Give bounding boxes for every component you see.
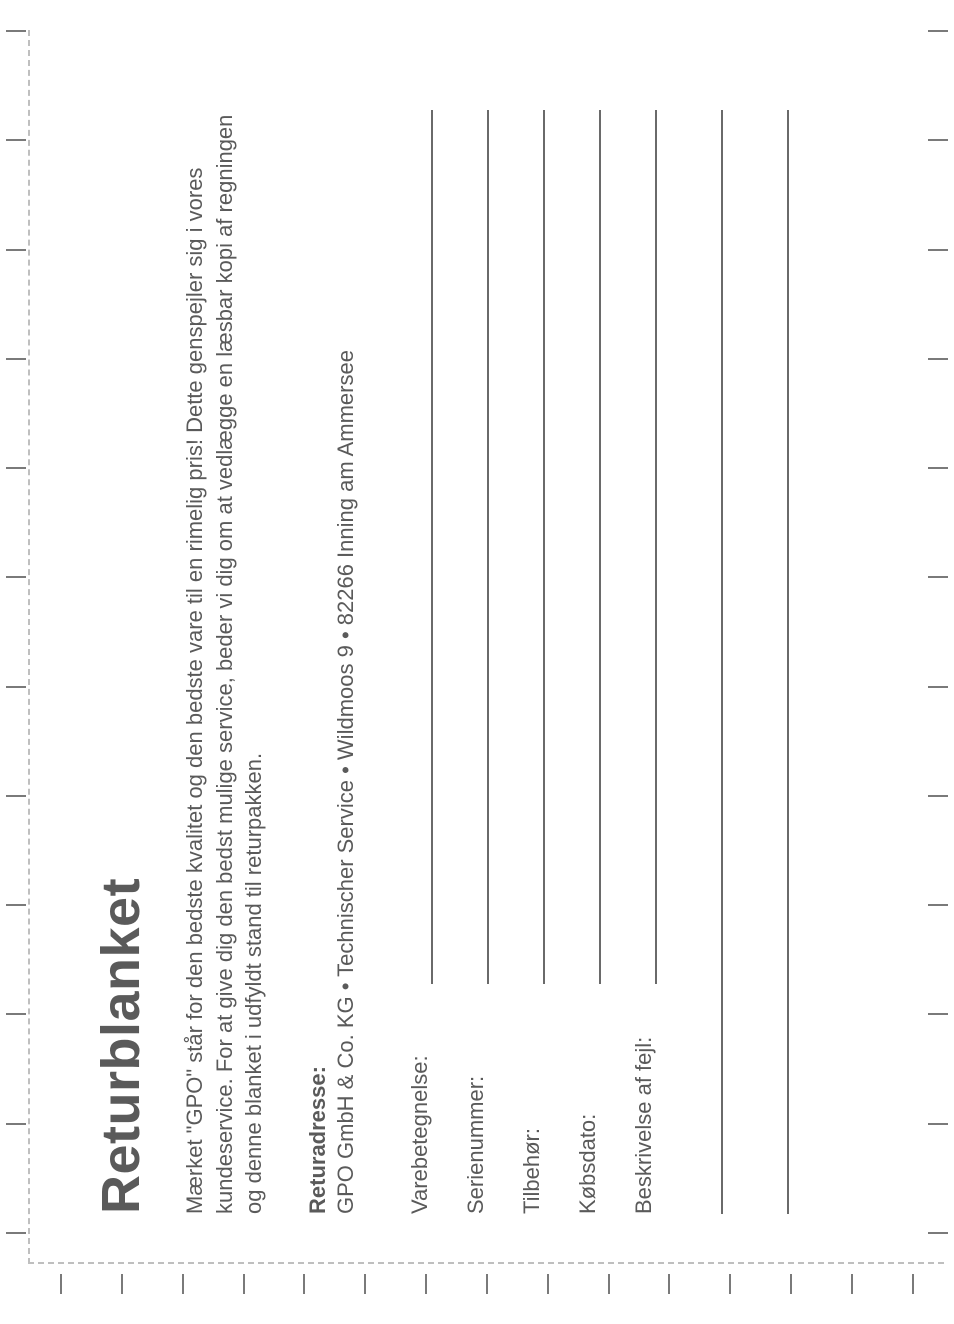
intro-paragraph: Mærket "GPO" står for den bedste kvalite… xyxy=(180,110,269,1214)
label-serial-number: Serienummer: xyxy=(463,984,489,1214)
crop-ticks-left xyxy=(0,1274,954,1294)
field-accessories: Tilbehør: xyxy=(519,110,545,1214)
input-line-serial-number[interactable] xyxy=(465,110,489,984)
field-product-name: Varebetegnelse: xyxy=(407,110,433,1214)
return-address-label: Returadresse: xyxy=(305,110,331,1214)
input-line-fault-description-3[interactable] xyxy=(753,110,789,1214)
input-line-purchase-date[interactable] xyxy=(577,110,601,984)
field-serial-number: Serienummer: xyxy=(463,110,489,1214)
label-product-name: Varebetegnelse: xyxy=(407,984,433,1214)
input-line-product-name[interactable] xyxy=(409,110,433,984)
input-line-accessories[interactable] xyxy=(521,110,545,984)
field-purchase-date: Købsdato: xyxy=(575,110,601,1214)
label-purchase-date: Købsdato: xyxy=(575,984,601,1214)
label-fault-description: Beskrivelse af fejl: xyxy=(631,984,657,1214)
input-line-fault-description-1[interactable] xyxy=(633,110,657,984)
field-fault-description: Beskrivelse af fejl: xyxy=(631,110,657,1214)
crop-ticks-top xyxy=(6,0,26,1324)
cut-line-left xyxy=(28,1262,944,1264)
label-accessories: Tilbehør: xyxy=(519,984,545,1214)
return-address-line: GPO GmbH & Co. KG • Technischer Service … xyxy=(333,110,359,1214)
crop-ticks-bottom xyxy=(928,0,948,1324)
input-line-fault-description-2[interactable] xyxy=(687,110,723,1214)
page-title: Returblanket xyxy=(90,110,152,1214)
cut-line-top xyxy=(28,30,30,1264)
